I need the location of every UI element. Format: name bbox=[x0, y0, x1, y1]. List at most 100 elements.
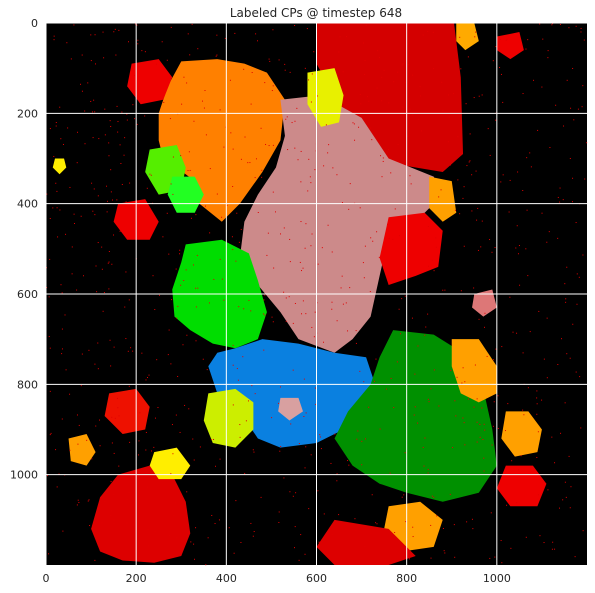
noise-speck bbox=[304, 247, 306, 249]
noise-speck bbox=[231, 236, 233, 238]
noise-speck bbox=[156, 359, 158, 361]
noise-speck bbox=[533, 79, 535, 81]
region-pink-center bbox=[239, 95, 443, 353]
noise-speck bbox=[435, 246, 437, 248]
noise-speck bbox=[336, 480, 338, 482]
noise-speck bbox=[448, 116, 450, 118]
noise-speck bbox=[161, 41, 163, 43]
noise-speck bbox=[413, 414, 415, 416]
noise-speck bbox=[577, 108, 579, 110]
noise-speck bbox=[412, 74, 414, 76]
noise-speck bbox=[120, 163, 122, 165]
noise-speck bbox=[398, 235, 400, 237]
noise-speck bbox=[93, 188, 95, 190]
noise-speck bbox=[511, 460, 513, 462]
noise-speck bbox=[213, 278, 215, 280]
noise-speck bbox=[422, 34, 424, 36]
ticks-layer: 0 200 400 600 800 1000 0 200 400 600 800 1000 bbox=[10, 17, 511, 585]
noise-speck bbox=[187, 170, 189, 172]
noise-speck bbox=[467, 56, 469, 58]
noise-speck bbox=[186, 491, 188, 493]
noise-speck bbox=[419, 86, 421, 88]
noise-speck bbox=[269, 60, 271, 62]
noise-speck bbox=[223, 146, 225, 148]
noise-speck bbox=[441, 81, 443, 83]
noise-speck bbox=[384, 560, 386, 562]
noise-speck bbox=[300, 221, 302, 223]
noise-speck bbox=[61, 348, 63, 350]
noise-speck bbox=[284, 63, 286, 65]
noise-speck bbox=[205, 134, 207, 136]
noise-speck bbox=[389, 472, 391, 474]
noise-speck bbox=[84, 110, 86, 112]
noise-speck bbox=[289, 261, 291, 263]
noise-speck bbox=[361, 440, 363, 442]
noise-speck bbox=[62, 143, 64, 145]
noise-speck bbox=[463, 422, 465, 424]
noise-speck bbox=[59, 209, 61, 211]
noise-speck bbox=[512, 331, 514, 333]
noise-speck bbox=[167, 354, 169, 356]
noise-speck bbox=[209, 232, 211, 234]
noise-speck bbox=[117, 131, 119, 133]
noise-speck bbox=[175, 414, 177, 416]
y-tick-label: 600 bbox=[17, 288, 38, 301]
noise-speck bbox=[170, 183, 172, 185]
noise-speck bbox=[216, 54, 218, 56]
noise-speck bbox=[279, 386, 281, 388]
region-orange-right-2 bbox=[429, 176, 457, 222]
noise-speck bbox=[424, 334, 426, 336]
noise-speck bbox=[272, 191, 274, 193]
noise-speck bbox=[219, 458, 221, 460]
noise-speck bbox=[285, 320, 287, 322]
noise-speck bbox=[266, 254, 268, 256]
noise-speck bbox=[381, 100, 383, 102]
noise-speck bbox=[119, 230, 121, 232]
noise-speck bbox=[73, 213, 75, 215]
noise-speck bbox=[548, 231, 550, 233]
noise-speck bbox=[110, 365, 112, 367]
noise-speck bbox=[427, 30, 429, 32]
noise-speck bbox=[151, 450, 153, 452]
noise-speck bbox=[53, 39, 55, 41]
noise-speck bbox=[135, 23, 137, 25]
noise-speck bbox=[476, 441, 478, 443]
noise-speck bbox=[113, 519, 115, 521]
noise-speck bbox=[205, 564, 207, 566]
noise-speck bbox=[145, 431, 147, 433]
noise-speck bbox=[61, 353, 63, 355]
noise-speck bbox=[539, 23, 541, 25]
noise-speck bbox=[340, 287, 342, 289]
noise-speck bbox=[473, 406, 475, 408]
noise-speck bbox=[359, 93, 361, 95]
noise-speck bbox=[320, 448, 322, 450]
noise-speck bbox=[144, 115, 146, 117]
noise-speck bbox=[232, 249, 234, 251]
noise-speck bbox=[341, 202, 343, 204]
noise-speck bbox=[399, 333, 401, 335]
noise-speck bbox=[273, 267, 275, 269]
noise-speck bbox=[90, 100, 92, 102]
noise-speck bbox=[257, 40, 259, 42]
noise-speck bbox=[427, 472, 429, 474]
noise-speck bbox=[565, 298, 567, 300]
noise-speck bbox=[547, 57, 549, 59]
noise-speck bbox=[83, 275, 85, 277]
noise-speck bbox=[50, 432, 52, 434]
noise-speck bbox=[551, 24, 553, 26]
noise-speck bbox=[388, 149, 390, 151]
noise-speck bbox=[88, 349, 90, 351]
noise-speck bbox=[376, 523, 378, 525]
noise-speck bbox=[90, 34, 92, 36]
noise-speck bbox=[232, 344, 234, 346]
noise-speck bbox=[559, 201, 561, 203]
noise-speck bbox=[116, 397, 118, 399]
noise-speck bbox=[261, 176, 263, 178]
noise-speck bbox=[247, 162, 249, 164]
noise-speck bbox=[430, 388, 432, 390]
noise-speck bbox=[286, 116, 288, 118]
noise-speck bbox=[370, 127, 372, 129]
noise-speck bbox=[449, 493, 451, 495]
noise-speck bbox=[364, 545, 366, 547]
noise-speck bbox=[356, 438, 358, 440]
